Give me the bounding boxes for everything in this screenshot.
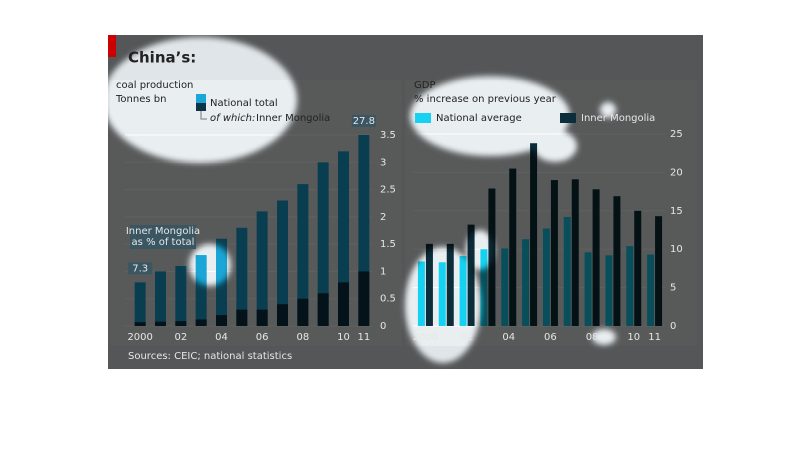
share-label-box xyxy=(351,115,376,127)
y-tick-label: 1.5 xyxy=(380,239,396,250)
legend-label: Inner Mongolia xyxy=(256,113,330,124)
x-tick-label: 06 xyxy=(544,332,557,343)
chart-title: GDP xyxy=(414,80,435,91)
legend-swatch xyxy=(196,94,206,103)
legend-label: Inner Mongolia xyxy=(581,113,655,124)
y-tick-label: 10 xyxy=(670,244,683,255)
x-tick-label: 2000 xyxy=(127,332,152,343)
share-label-box xyxy=(128,262,153,275)
dim-overlay xyxy=(108,35,703,369)
share-label: 7.3 xyxy=(132,263,148,274)
x-tick-label: 06 xyxy=(256,332,269,343)
x-tick-label: 08 xyxy=(296,332,309,343)
chart-title: coal production xyxy=(116,80,193,91)
y-tick-label: 0.5 xyxy=(380,294,396,305)
chart-subtitle: Tonnes bn xyxy=(115,94,166,105)
x-tick-label: 02 xyxy=(461,332,474,343)
y-tick-label: 2.5 xyxy=(380,185,396,196)
annotation-box xyxy=(130,225,196,249)
chart-subtitle: % increase on previous year xyxy=(414,94,557,105)
legend-prefix: of which: xyxy=(210,113,255,124)
header-title: China’s: xyxy=(128,49,196,67)
x-tick-label: 10 xyxy=(337,332,350,343)
y-tick-label: 15 xyxy=(670,206,683,217)
legend-swatch xyxy=(560,113,576,123)
legend-label: National average xyxy=(436,113,522,124)
y-tick-label: 20 xyxy=(670,167,683,178)
annotation-text: Inner Mongolia xyxy=(126,226,200,237)
legend-swatch xyxy=(415,113,431,123)
y-tick-label: 3 xyxy=(380,157,386,168)
source: Sources: CEIC; national statistics xyxy=(128,351,292,362)
text-layer: China’s: Sources: CEIC; national statist… xyxy=(115,49,683,363)
x-tick-label: 04 xyxy=(502,332,515,343)
y-tick-label: 1 xyxy=(380,266,386,277)
x-tick-label: 2000 xyxy=(413,332,438,343)
x-tick-label: 10 xyxy=(627,332,640,343)
legend-bracket xyxy=(200,111,207,120)
share-label: 27.8 xyxy=(353,116,375,127)
legend-label: National total xyxy=(210,98,278,109)
red-tab xyxy=(108,35,116,57)
y-tick-label: 25 xyxy=(670,129,683,140)
y-tick-label: 0 xyxy=(380,321,386,332)
x-tick-label: 04 xyxy=(215,332,228,343)
x-tick-label: 11 xyxy=(357,332,370,343)
y-tick-label: 3.5 xyxy=(380,130,396,141)
y-tick-label: 5 xyxy=(670,283,676,294)
y-tick-label: 0 xyxy=(670,321,676,332)
x-tick-label: 08 xyxy=(586,332,599,343)
annotation-text: as % of total xyxy=(132,237,195,248)
x-tick-label: 02 xyxy=(174,332,187,343)
x-tick-label: 11 xyxy=(648,332,661,343)
y-tick-label: 2 xyxy=(380,212,386,223)
legend-swatch xyxy=(196,103,206,111)
